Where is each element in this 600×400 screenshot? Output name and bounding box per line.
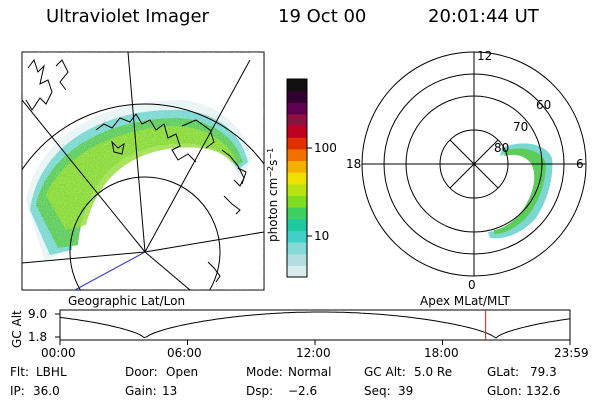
aurora-oval-core <box>494 148 546 234</box>
colorbar-cell <box>287 242 307 255</box>
orbit-x-tick-label: 06:00 <box>167 346 202 360</box>
info-value: −2.6 <box>288 384 317 398</box>
meridian-line <box>144 251 191 290</box>
meridian-line <box>22 99 146 253</box>
info-key: Door: <box>125 365 158 379</box>
info-value: Open <box>166 365 198 379</box>
mlt-label-6: 6 <box>576 157 584 171</box>
mlat-label-70: 70 <box>513 120 528 134</box>
info-key: GLat: <box>487 365 519 379</box>
mlat-label-80: 80 <box>494 141 509 155</box>
colorbar-cell <box>287 137 307 150</box>
orbit-altitude-curve <box>59 311 571 339</box>
colorbar-frame <box>286 78 308 278</box>
colorbar-cell <box>287 79 307 92</box>
colorbar-gradient <box>287 79 307 278</box>
magnetic-map-label: Apex MLat/MLT <box>420 294 510 308</box>
info-value: 36.0 <box>33 384 60 398</box>
coastlines <box>25 58 247 283</box>
colorbar-cell <box>287 195 307 208</box>
info-value: LBHL <box>36 365 67 379</box>
mlt-label-12: 12 <box>477 49 492 63</box>
geographic-map <box>21 51 265 291</box>
orbit-plot: 9.0 1.8 GC Alt 00:00 06:00 12:00 18:00 2… <box>10 307 589 360</box>
orbit-x-tick-label: 12:00 <box>296 346 331 360</box>
page-title: Ultraviolet Imager <box>46 6 209 27</box>
orbit-y-bottom-label: 1.8 <box>28 330 47 344</box>
info-key: Dsp: <box>246 384 273 398</box>
info-value: 5.0 Re <box>414 365 452 379</box>
colorbar-cell <box>287 113 307 127</box>
colorbar-tick-label: 10 <box>314 229 329 243</box>
colorbar-unit-label: photon cm−2s−1 <box>266 148 280 242</box>
status-info: Flt: LBHL Door: Open Mode: Normal GC Alt… <box>10 365 560 398</box>
orbit-x-tick-label: 23:59 <box>554 346 589 360</box>
colorbar-cell <box>287 183 307 196</box>
info-value: 132.6 <box>526 384 560 398</box>
colorbar-tick-label: 100 <box>314 141 337 155</box>
colorbar-cell <box>287 218 307 231</box>
orbit-y-axis-label: GC Alt <box>10 310 24 348</box>
header-time: 20:01:44 UT <box>428 6 539 27</box>
lat-circle-outer <box>22 103 264 171</box>
colorbar-cell <box>287 102 307 115</box>
terminator-line <box>74 251 146 290</box>
info-value: 39 <box>398 384 413 398</box>
meridian-line <box>127 52 146 253</box>
image-speckle <box>22 52 264 290</box>
meridian-line <box>144 59 251 253</box>
info-value: Normal <box>288 365 331 379</box>
mlt-label-0: 0 <box>468 278 476 292</box>
info-key: Flt: <box>10 365 29 379</box>
orbit-y-top-label: 9.0 <box>28 307 47 321</box>
info-value: 13 <box>162 384 177 398</box>
orbit-plot-frame <box>59 309 571 341</box>
colorbar-cell <box>287 172 307 185</box>
info-key: Gain: <box>125 384 157 398</box>
geographic-map-label: Geographic Lat/Lon <box>68 294 185 308</box>
info-value: 79.3 <box>530 365 557 379</box>
colorbar-cell <box>287 90 307 103</box>
orbit-x-tick-label: 18:00 <box>424 346 459 360</box>
colorbar-cell <box>287 160 307 173</box>
info-key: Seq: <box>364 384 391 398</box>
colorbar-cell <box>287 265 307 278</box>
meridian-line <box>144 231 264 253</box>
info-key: IP: <box>10 384 25 398</box>
info-key: GLon: <box>487 384 522 398</box>
orbit-x-tick-label: 00:00 <box>41 346 76 360</box>
lat-circle-inner <box>69 176 221 290</box>
magnetic-polar-map: 12 18 6 0 60 70 80 <box>346 49 587 292</box>
colorbar-cell <box>287 148 307 162</box>
mlt-diagonal <box>449 139 499 189</box>
mlt-label-18: 18 <box>346 157 361 171</box>
info-key: Mode: <box>246 365 283 379</box>
colorbar-cell <box>287 125 307 138</box>
colorbar-cell <box>287 207 307 220</box>
mlat-label-60: 60 <box>536 98 551 112</box>
colorbar-cell <box>287 253 307 266</box>
colorbar-cell <box>287 230 307 243</box>
colorbar: 100 10 photon cm−2s−1 <box>266 78 337 278</box>
meridian-line <box>22 251 146 264</box>
orbit-x-ticks <box>59 340 571 345</box>
header-date: 19 Oct 00 <box>278 6 367 27</box>
info-key: GC Alt: <box>364 365 406 379</box>
